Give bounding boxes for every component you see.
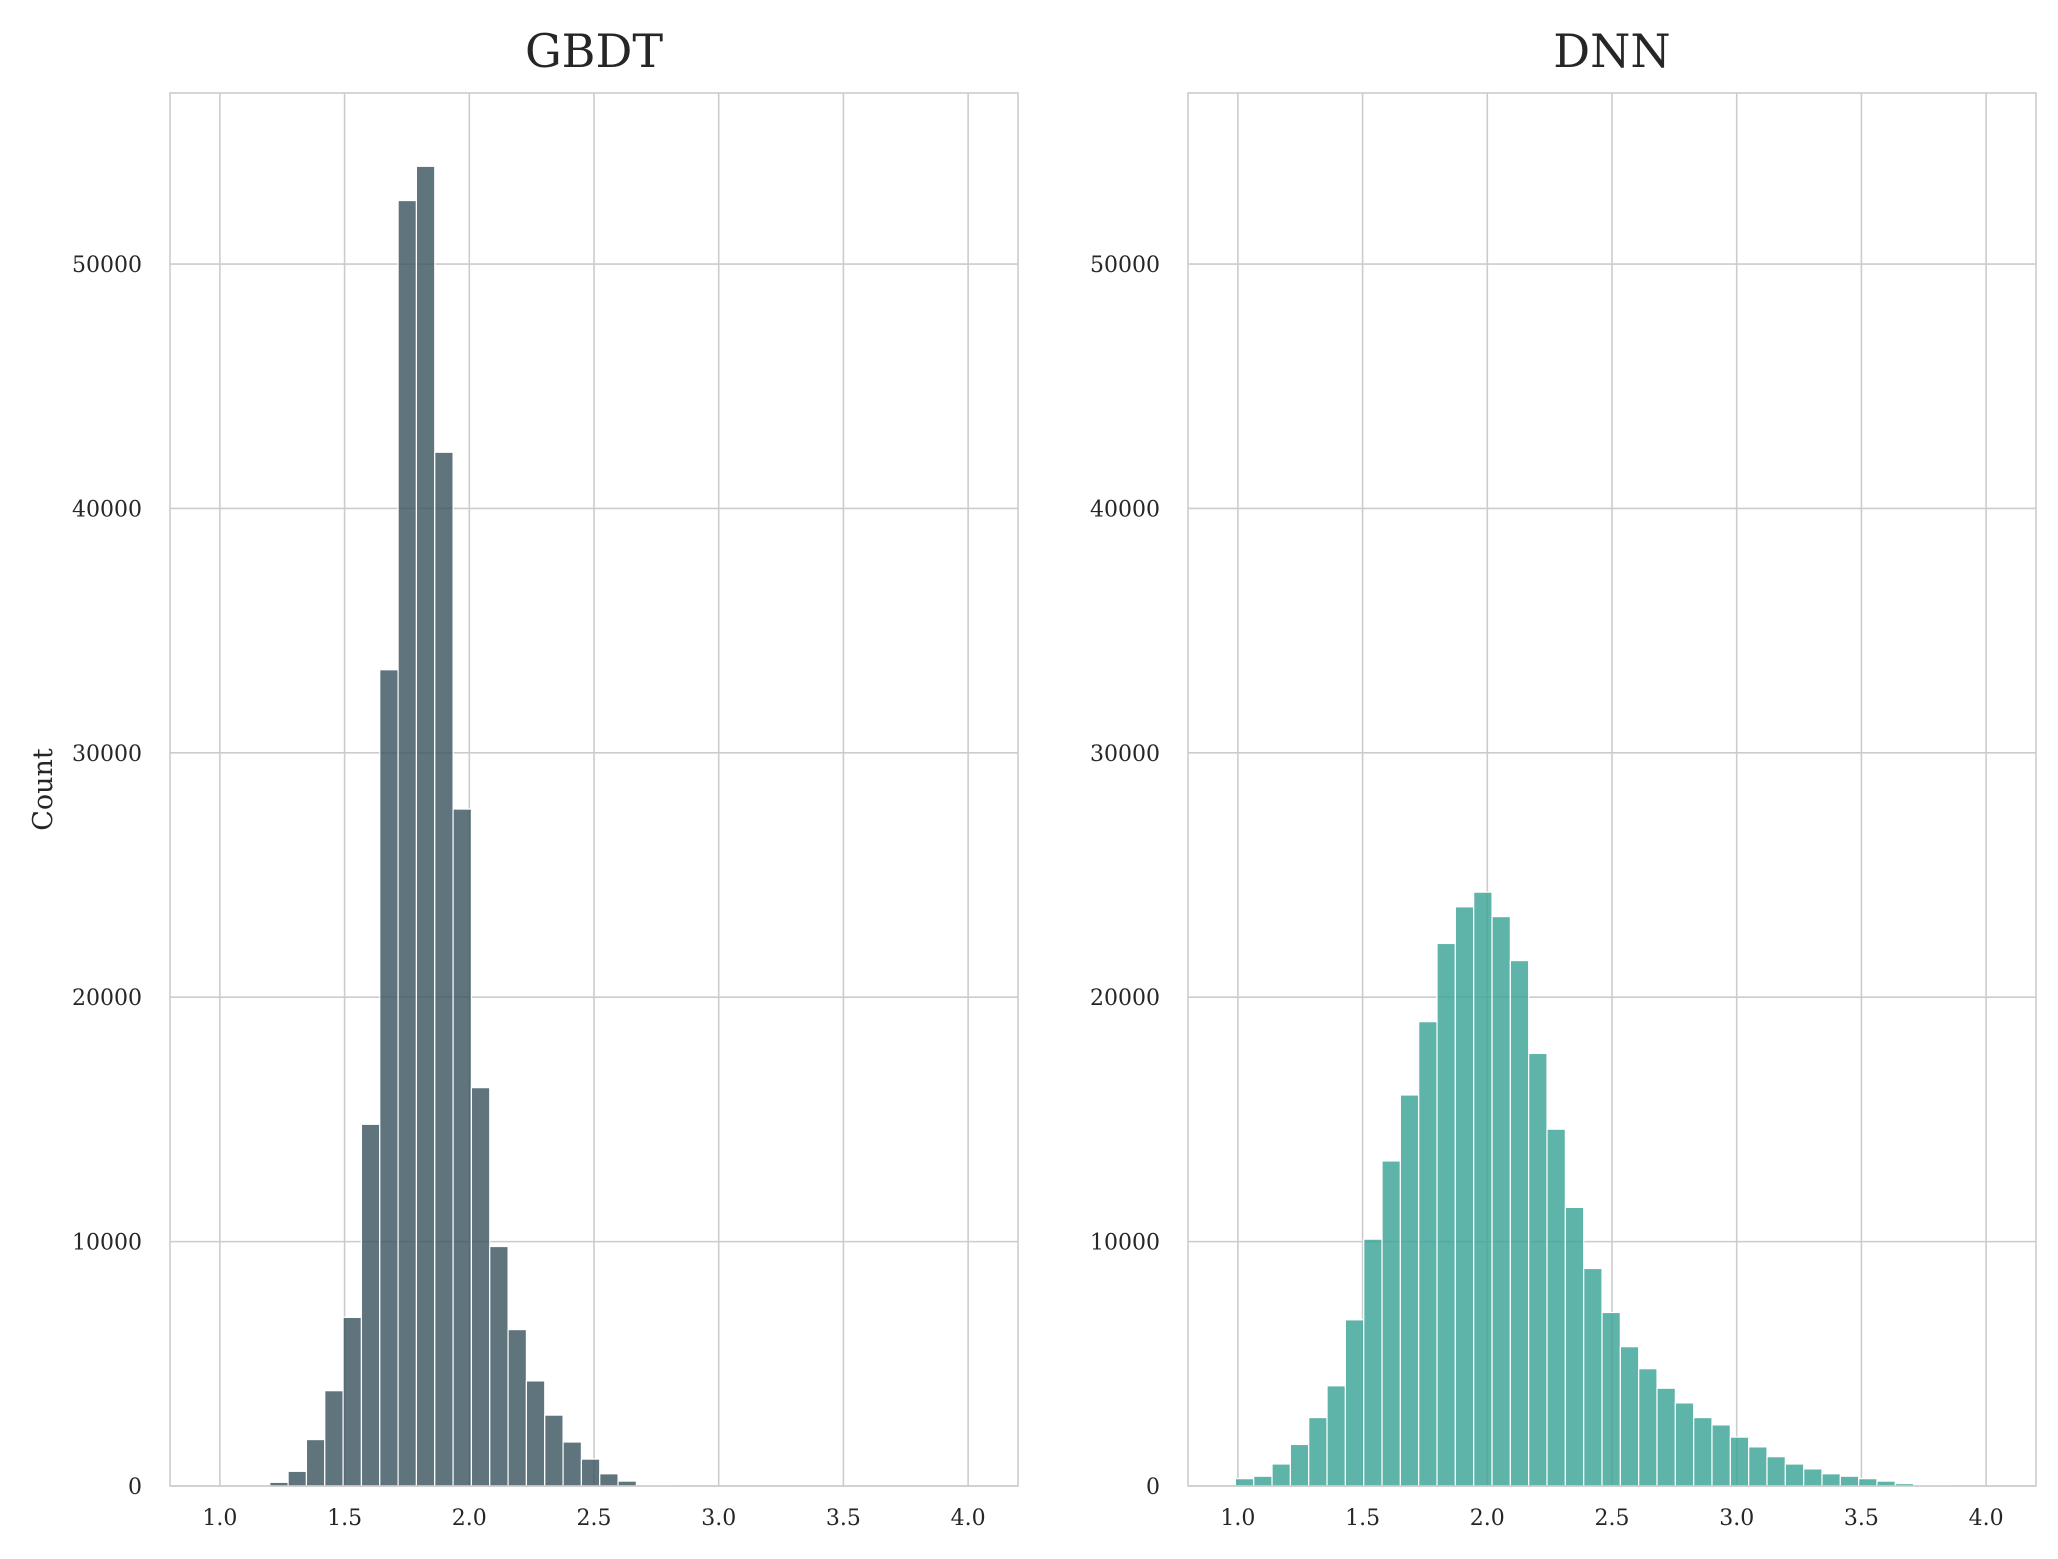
gbdt-x-tick-label: 2.0: [452, 1506, 487, 1531]
dnn-x-tick-label: 1.5: [1345, 1506, 1380, 1531]
dnn-histogram-bar: [1454, 906, 1475, 1487]
dnn-chart-title: DNN: [1553, 24, 1670, 78]
gbdt-histogram-bar: [379, 669, 399, 1487]
dnn-histogram-bar: [1234, 1478, 1255, 1487]
dnn-y-tick-label: 20000: [1090, 986, 1160, 1011]
dnn-histogram-bar: [1308, 1416, 1328, 1487]
gbdt-histogram-bar: [525, 1380, 546, 1487]
dnn-x-tick-label: 4.0: [1969, 1506, 2004, 1531]
gbdt-y-tick-label: 50000: [72, 253, 142, 278]
gbdt-histogram-bar: [434, 451, 454, 1487]
dnn-histogram-bar: [1803, 1468, 1823, 1487]
dnn-y-tick-label: 30000: [1090, 742, 1160, 767]
dnn-histogram-bar: [1491, 915, 1511, 1487]
gbdt-panel: 1.0 1.5 2.0 2.5 3.0 3.5 4.0 0 10000 20000 30000 400…: [28, 24, 1019, 1531]
gbdt-histogram-bar: [544, 1414, 564, 1487]
gbdt-y-tick-label: 40000: [72, 497, 142, 522]
gbdt-histogram-bar: [599, 1473, 619, 1487]
gbdt-histogram-bar: [562, 1441, 583, 1487]
dnn-histogram-bar: [1619, 1346, 1640, 1487]
dnn-histogram-bar: [1381, 1160, 1401, 1487]
dnn-histogram-bar: [1821, 1473, 1841, 1487]
gbdt-histogram-bar: [415, 165, 436, 1487]
gbdt-plot-frame: [169, 92, 1019, 1487]
gbdt-histogram-bar: [452, 808, 473, 1487]
gbdt-histogram-bar: [489, 1245, 509, 1487]
gbdt-y-tick-label: 20000: [72, 986, 142, 1011]
dnn-histogram-bar: [1564, 1206, 1585, 1487]
gbdt-histogram-bar: [580, 1458, 601, 1487]
gbdt-x-tick-label: 2.5: [577, 1506, 612, 1531]
dnn-y-tick-label: 0: [1146, 1475, 1160, 1500]
dnn-histogram-bar: [1601, 1311, 1621, 1487]
dnn-x-tick-label: 3.5: [1844, 1506, 1879, 1531]
gbdt-x-tick-label: 1.5: [327, 1506, 362, 1531]
dnn-y-tick-label: 10000: [1090, 1231, 1160, 1256]
dnn-x-tick-label: 3.0: [1719, 1506, 1754, 1531]
dnn-histogram-bar: [1363, 1238, 1383, 1487]
gbdt-histogram-bar: [360, 1123, 381, 1487]
dnn-y-tick-label: 40000: [1090, 497, 1160, 522]
dnn-histogram-bar: [1546, 1128, 1566, 1487]
gbdt-histogram-bar: [305, 1438, 326, 1487]
dnn-plot-frame: [1187, 92, 2037, 1487]
dnn-histogram-bar: [1473, 891, 1493, 1487]
gbdt-histogram-bar: [507, 1328, 528, 1487]
dnn-histogram-bar: [1583, 1267, 1603, 1487]
gbdt-y-tick-label: 10000: [72, 1231, 142, 1256]
dnn-histogram-bar: [1656, 1387, 1676, 1487]
dnn-panel: 1.0 1.5 2.0 2.5 3.0 3.5 4.0 0 10000 20000 30000 400…: [1090, 24, 2037, 1531]
dnn-histogram-bar: [1784, 1463, 1805, 1487]
dnn-histogram-bar: [1766, 1456, 1786, 1487]
dnn-histogram-bar: [1436, 942, 1456, 1487]
gbdt-histogram-bar: [470, 1087, 491, 1487]
gbdt-y-tick-label: 30000: [72, 742, 142, 767]
gbdt-chart-title: GBDT: [525, 24, 663, 78]
dnn-histogram-bar: [1858, 1478, 1878, 1487]
dnn-x-tick-label: 2.5: [1595, 1506, 1630, 1531]
gbdt-histogram-bar: [342, 1316, 363, 1487]
dnn-histogram-bar: [1271, 1463, 1291, 1487]
gbdt-x-tick-label: 4.0: [951, 1506, 986, 1531]
dnn-histogram-bar: [1674, 1402, 1695, 1487]
dnn-histogram-bar: [1748, 1446, 1768, 1487]
gbdt-x-tick-label: 3.5: [826, 1506, 861, 1531]
dnn-histogram-bar: [1528, 1052, 1548, 1487]
dnn-x-tick-label: 1.0: [1220, 1506, 1255, 1531]
dnn-histogram-bar: [1839, 1475, 1860, 1487]
dnn-histogram-bar: [1399, 1094, 1420, 1487]
gbdt-histogram-bar: [287, 1470, 308, 1487]
dnn-histogram-bar: [1418, 1021, 1438, 1487]
gbdt-x-tick-label: 3.0: [701, 1506, 736, 1531]
dnn-histogram-bar: [1693, 1416, 1713, 1487]
dnn-histogram-bar: [1711, 1424, 1731, 1487]
gbdt-y-axis-label: Count: [28, 748, 59, 831]
gbdt-x-tick-label: 1.0: [202, 1506, 237, 1531]
gbdt-histogram-bar: [324, 1390, 344, 1487]
dnn-histogram-bar: [1729, 1436, 1750, 1487]
dnn-histogram-bar: [1289, 1443, 1310, 1487]
gbdt-y-tick-label: 0: [128, 1475, 142, 1500]
dnn-histogram-bar: [1344, 1319, 1365, 1487]
dnn-histogram-bar: [1253, 1475, 1273, 1487]
dnn-y-tick-label: 50000: [1090, 253, 1160, 278]
gbdt-histogram-bar: [397, 199, 418, 1487]
dnn-x-tick-label: 2.0: [1470, 1506, 1505, 1531]
dnn-histogram-bar: [1326, 1385, 1346, 1487]
dnn-histogram-bar: [1509, 959, 1530, 1487]
dnn-histogram-bar: [1638, 1368, 1658, 1487]
